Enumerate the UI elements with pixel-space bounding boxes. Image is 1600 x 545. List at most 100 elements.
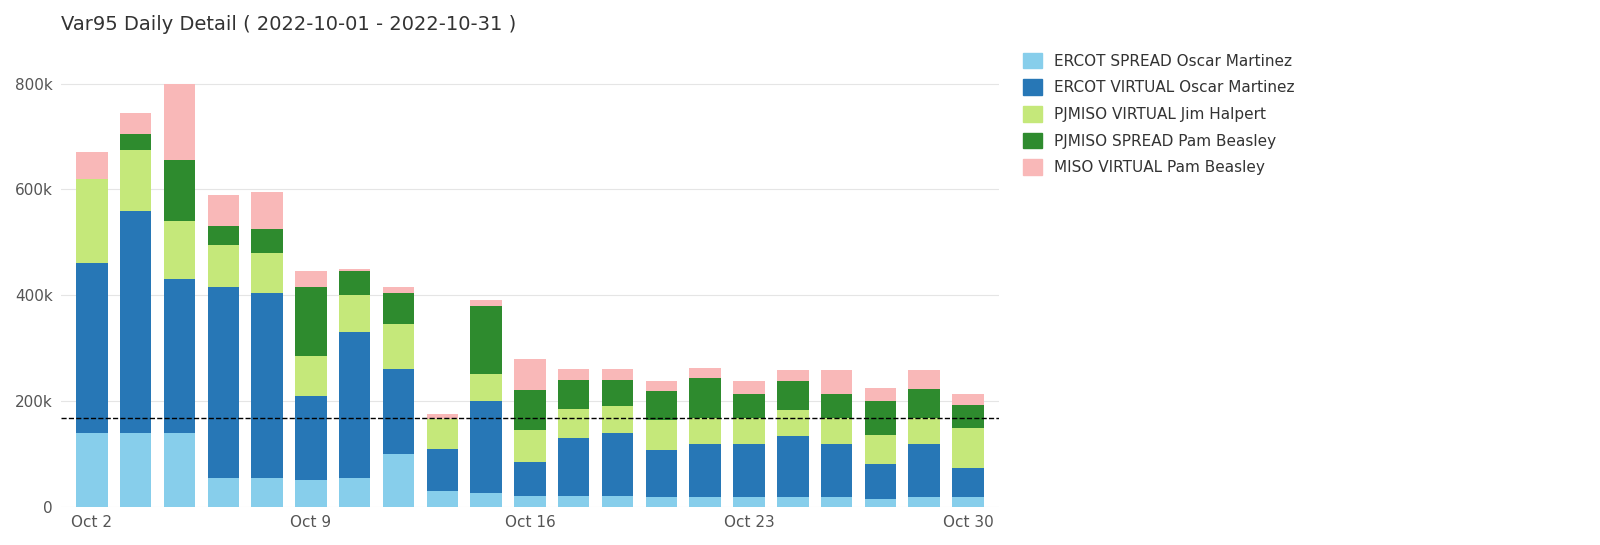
Bar <box>163 433 195 507</box>
Bar <box>952 428 984 468</box>
Bar <box>558 409 589 438</box>
Bar <box>77 263 107 433</box>
Bar <box>339 332 371 477</box>
Legend: ERCOT SPREAD Oscar Martinez, ERCOT VIRTUAL Oscar Martinez, PJMISO VIRTUAL Jim Ha: ERCOT SPREAD Oscar Martinez, ERCOT VIRTU… <box>1016 45 1302 183</box>
Bar <box>163 221 195 279</box>
Bar <box>163 84 195 160</box>
Bar <box>382 287 414 293</box>
Bar <box>733 381 765 394</box>
Bar <box>208 287 238 477</box>
Bar <box>602 496 634 507</box>
Bar <box>120 134 152 150</box>
Bar <box>514 430 546 462</box>
Bar <box>602 406 634 433</box>
Bar <box>733 497 765 507</box>
Bar <box>120 433 152 507</box>
Bar <box>952 404 984 428</box>
Bar <box>733 444 765 497</box>
Bar <box>864 401 896 435</box>
Bar <box>558 380 589 409</box>
Bar <box>821 418 853 444</box>
Bar <box>514 462 546 496</box>
Bar <box>77 179 107 263</box>
Bar <box>120 150 152 210</box>
Bar <box>558 496 589 507</box>
Bar <box>909 497 939 507</box>
Bar <box>251 477 283 507</box>
Bar <box>733 394 765 418</box>
Bar <box>427 449 458 491</box>
Bar <box>558 369 589 380</box>
Bar <box>77 433 107 507</box>
Bar <box>427 420 458 449</box>
Bar <box>645 381 677 391</box>
Bar <box>864 387 896 401</box>
Bar <box>864 464 896 499</box>
Bar <box>470 374 502 401</box>
Bar <box>645 421 677 450</box>
Bar <box>778 381 808 410</box>
Bar <box>294 396 326 480</box>
Bar <box>208 477 238 507</box>
Bar <box>120 113 152 134</box>
Bar <box>821 444 853 497</box>
Bar <box>251 229 283 253</box>
Bar <box>909 389 939 418</box>
Bar <box>251 253 283 293</box>
Bar <box>294 271 326 287</box>
Bar <box>690 418 722 444</box>
Bar <box>339 295 371 332</box>
Bar <box>208 245 238 287</box>
Bar <box>514 359 546 390</box>
Text: Var95 Daily Detail ( 2022-10-01 - 2022-10-31 ): Var95 Daily Detail ( 2022-10-01 - 2022-1… <box>61 15 517 34</box>
Bar <box>294 480 326 507</box>
Bar <box>470 401 502 493</box>
Bar <box>778 370 808 381</box>
Bar <box>163 160 195 221</box>
Bar <box>470 300 502 306</box>
Bar <box>690 378 722 418</box>
Bar <box>952 394 984 404</box>
Bar <box>427 414 458 420</box>
Bar <box>470 306 502 374</box>
Bar <box>382 293 414 324</box>
Bar <box>382 324 414 369</box>
Bar <box>778 497 808 507</box>
Bar <box>251 293 283 477</box>
Bar <box>294 356 326 396</box>
Bar <box>645 391 677 421</box>
Bar <box>602 369 634 380</box>
Bar <box>208 195 238 226</box>
Bar <box>77 153 107 179</box>
Bar <box>909 444 939 497</box>
Bar <box>864 435 896 464</box>
Bar <box>163 279 195 433</box>
Bar <box>251 192 283 229</box>
Bar <box>558 438 589 496</box>
Bar <box>690 444 722 497</box>
Bar <box>339 269 371 271</box>
Bar <box>514 390 546 430</box>
Bar <box>339 477 371 507</box>
Bar <box>470 493 502 507</box>
Bar <box>952 468 984 497</box>
Bar <box>602 380 634 406</box>
Bar <box>120 210 152 433</box>
Bar <box>690 497 722 507</box>
Bar <box>294 287 326 356</box>
Bar <box>339 271 371 295</box>
Bar <box>427 491 458 507</box>
Bar <box>645 450 677 497</box>
Bar <box>778 410 808 437</box>
Bar <box>690 368 722 378</box>
Bar <box>733 418 765 444</box>
Bar <box>382 454 414 507</box>
Bar <box>909 370 939 389</box>
Bar <box>909 418 939 444</box>
Bar <box>821 394 853 418</box>
Bar <box>645 497 677 507</box>
Bar <box>778 437 808 497</box>
Bar <box>602 433 634 496</box>
Bar <box>514 496 546 507</box>
Bar <box>952 497 984 507</box>
